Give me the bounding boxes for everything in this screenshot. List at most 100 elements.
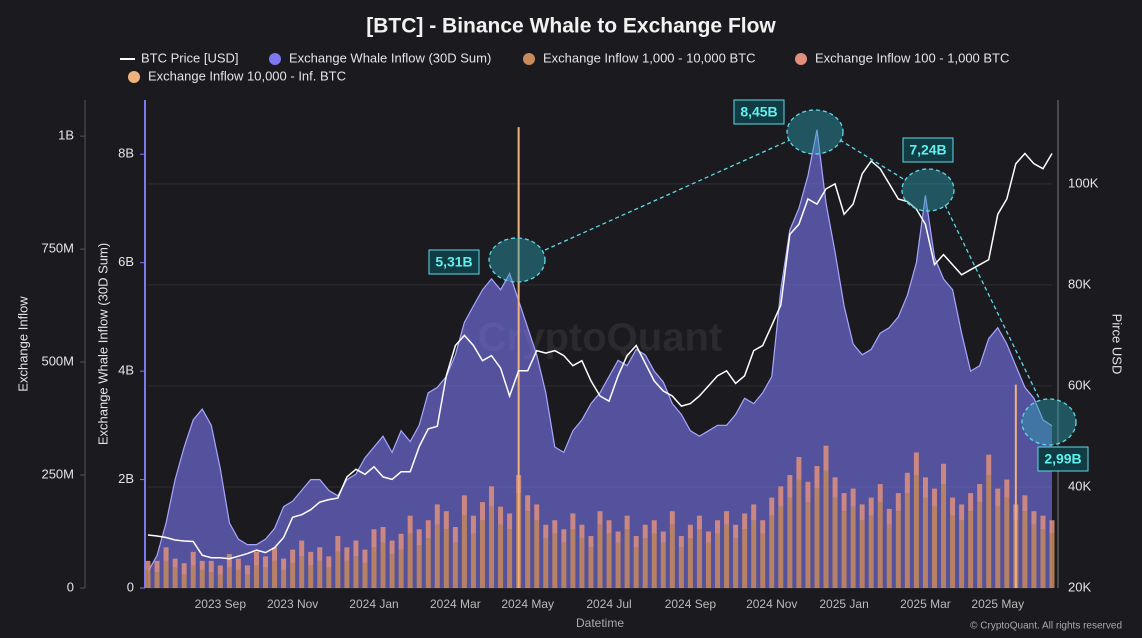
bar (895, 493, 901, 512)
bar (1040, 515, 1046, 530)
bar (299, 540, 305, 557)
bar (615, 531, 621, 543)
bar (669, 524, 675, 588)
bar (742, 513, 748, 530)
bar (498, 506, 504, 525)
bar (425, 538, 431, 588)
x-axis-label: Datetime (576, 616, 624, 630)
bar (507, 513, 513, 530)
x-tick-label: 2023 Sep (195, 597, 247, 611)
y3-tick-label: 8B (118, 146, 134, 161)
y2-axis-label: Pirce USD (1110, 314, 1125, 375)
bar (877, 502, 883, 588)
annotation-box (733, 99, 785, 125)
bar (941, 463, 947, 485)
bar (353, 540, 359, 557)
y3-tick-label: 0 (127, 579, 134, 594)
bar (760, 520, 766, 534)
bar (371, 547, 377, 588)
bar (362, 549, 368, 564)
bar (624, 529, 630, 588)
bar (913, 475, 919, 588)
bar (651, 520, 657, 534)
bar (841, 493, 847, 512)
bar (1004, 479, 1010, 498)
bar (235, 558, 241, 570)
bar (751, 520, 757, 588)
annotation-box (902, 137, 954, 163)
y-tick-label: 1B (58, 128, 74, 143)
bar (760, 533, 766, 588)
bar (443, 529, 449, 588)
bar (154, 560, 160, 573)
bar (145, 560, 151, 570)
legend-label: Exchange Whale Inflow (30D Sum) (289, 50, 491, 65)
bar (922, 477, 928, 498)
bar (570, 529, 576, 588)
bar (199, 569, 205, 588)
bar (724, 524, 730, 588)
bar (778, 506, 784, 588)
bar (461, 495, 467, 516)
bar (751, 504, 757, 521)
bar (208, 572, 214, 588)
bar (235, 569, 241, 588)
bar (290, 549, 296, 564)
bar (859, 504, 865, 521)
x-tick-label: 2024 Mar (430, 597, 481, 611)
bar (995, 506, 1001, 588)
connector (944, 204, 1041, 401)
bar (1031, 524, 1037, 588)
x-tick-label: 2024 May (501, 597, 554, 611)
y-axis-label: Exchange Inflow (15, 296, 30, 392)
y2-tick-label: 60K (1068, 377, 1091, 392)
bar (579, 524, 585, 539)
y-tick-label: 250M (41, 466, 74, 481)
bar (959, 520, 965, 588)
bar (931, 506, 937, 588)
bar (941, 484, 947, 588)
legend-marker (269, 53, 281, 65)
connector (839, 139, 906, 181)
connector (544, 139, 791, 251)
bar (1040, 529, 1046, 588)
bar (190, 565, 196, 588)
bar (895, 511, 901, 588)
bar (796, 479, 802, 588)
bar (814, 488, 820, 588)
x-tick-label: 2023 Nov (267, 597, 318, 611)
annotation-box (1037, 446, 1089, 472)
bar (1022, 511, 1028, 588)
area-edge (147, 129, 1053, 572)
bar (507, 529, 513, 588)
bar (443, 511, 449, 530)
bar (977, 484, 983, 503)
bar (787, 497, 793, 588)
bar (326, 567, 332, 588)
bar (172, 558, 178, 568)
bar (479, 520, 485, 588)
bar (642, 524, 648, 539)
bar (470, 515, 476, 534)
bar (1049, 533, 1055, 588)
bar (606, 520, 612, 534)
bar (543, 538, 549, 588)
bar (678, 547, 684, 588)
x-tick-label: 2024 Nov (746, 597, 797, 611)
bar (977, 502, 983, 588)
bar (696, 515, 702, 530)
bar (226, 554, 232, 568)
bar (886, 524, 892, 588)
y3-tick-label: 2B (118, 471, 134, 486)
bar (534, 520, 540, 588)
bar (705, 531, 711, 543)
bar (434, 524, 440, 588)
bar (769, 515, 775, 588)
y2-tick-label: 80K (1068, 276, 1091, 291)
bar (624, 515, 630, 530)
bar (299, 556, 305, 588)
legend-marker (128, 71, 140, 83)
bar (461, 515, 467, 588)
bar (859, 520, 865, 588)
bar (705, 542, 711, 588)
